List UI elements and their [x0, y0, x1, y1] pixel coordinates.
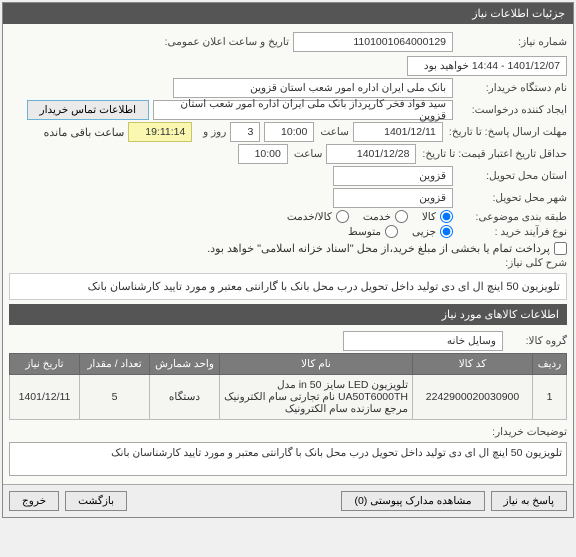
buyer-field: بانک ملی ایران اداره امور شعب استان قزوی… — [173, 78, 453, 98]
pub-label: تاریخ و ساعت اعلان عمومی: — [139, 36, 289, 48]
category-label: طبقه بندی موضوعی: — [457, 211, 567, 223]
time-label-2: ساعت — [292, 148, 323, 160]
contact-buyer-button[interactable]: اطلاعات تماس خریدار — [27, 100, 149, 120]
deadline-time-field: 10:00 — [264, 122, 314, 142]
col-unit: واحد شمارش — [150, 354, 220, 375]
category-radios: کالا خدمت کالا/خدمت — [287, 210, 453, 223]
city-label: شهر محل تحویل: — [457, 192, 567, 204]
cell-name: تلویزیون LED سایز in 50 مدل UA50T6000TH … — [220, 375, 413, 420]
loc-field: قزوین — [333, 166, 453, 186]
panel-title: جزئیات اطلاعات نیاز — [3, 3, 573, 24]
radio-medium[interactable]: متوسط — [348, 225, 398, 238]
goods-section-title: اطلاعات کالاهای مورد نیاز — [9, 304, 567, 325]
col-row: ردیف — [533, 354, 567, 375]
time-label-1: ساعت — [318, 126, 349, 138]
deadline-label: مهلت ارسال پاسخ: تا تاریخ: — [447, 126, 567, 138]
cell-n: 1 — [533, 375, 567, 420]
col-code: کد کالا — [413, 354, 533, 375]
valid-label: حداقل تاریخ اعتبار قیمت: تا تاریخ: — [420, 148, 567, 160]
buyer-notes-box: تلویزیون 50 اینچ ال ای دی تولید داخل تحو… — [9, 442, 567, 476]
table-row[interactable]: 1 2242900020030900 تلویزیون LED سایز in … — [10, 375, 567, 420]
group-field: وسایل خانه — [343, 331, 503, 351]
items-table: ردیف کد کالا نام کالا واحد شمارش تعداد /… — [9, 353, 567, 420]
req-no-label: شماره نیاز: — [457, 36, 567, 48]
loc-label: استان محل تحویل: — [457, 170, 567, 182]
cell-code: 2242900020030900 — [413, 375, 533, 420]
radio-partial[interactable]: جزیی — [412, 225, 453, 238]
remaining-label: ساعت باقی مانده — [44, 126, 125, 139]
back-button[interactable]: بازگشت — [65, 491, 127, 511]
exit-button[interactable]: خروج — [9, 491, 59, 511]
group-label: گروه کالا: — [507, 335, 567, 347]
buytype-radios: جزیی متوسط — [348, 225, 453, 238]
creator-label: ایجاد کننده درخواست: — [457, 104, 567, 116]
buyer-notes-label: توضیحات خریدار: — [457, 426, 567, 438]
days-field: 3 — [230, 122, 260, 142]
req-no-field: 1101001064000129 — [293, 32, 453, 52]
footer-bar: پاسخ به نیاز مشاهده مدارک پیوستی (0) باز… — [3, 484, 573, 517]
buy-note-checkbox[interactable]: پرداخت تمام یا بخشی از مبلغ خرید،از محل … — [207, 242, 567, 255]
radio-service[interactable]: خدمت — [363, 210, 408, 223]
buyer-label: نام دستگاه خریدار: — [457, 82, 567, 94]
col-name: نام کالا — [220, 354, 413, 375]
col-qty: تعداد / مقدار — [80, 354, 150, 375]
valid-date-field: 1401/12/28 — [326, 144, 416, 164]
buytype-label: نوع فرآیند خرید : — [457, 226, 567, 238]
days-label: روز و — [196, 126, 226, 138]
deadline-date-field: 1401/12/11 — [353, 122, 443, 142]
desc-label: شرح کلی نیاز: — [457, 257, 567, 269]
reply-button[interactable]: پاسخ به نیاز — [491, 491, 567, 511]
cell-qty: 5 — [80, 375, 150, 420]
need-details-panel: جزئیات اطلاعات نیاز شماره نیاز: 11010010… — [2, 2, 574, 518]
desc-box: تلویزیون 50 اینچ ال ای دی تولید داخل تحو… — [9, 273, 567, 300]
remaining-time-field: 19:11:14 — [128, 122, 192, 142]
valid-time-field: 10:00 — [238, 144, 288, 164]
pub-field: 1401/12/07 - 14:44 خواهید بود — [407, 56, 567, 76]
radio-both[interactable]: کالا/خدمت — [287, 210, 349, 223]
creator-field: سید فواد فخر کارپرداز بانک ملی ایران ادا… — [153, 100, 453, 120]
attachments-button[interactable]: مشاهده مدارک پیوستی (0) — [341, 491, 484, 511]
city-field: قزوین — [333, 188, 453, 208]
col-date: تاریخ نیاز — [10, 354, 80, 375]
cell-unit: دستگاه — [150, 375, 220, 420]
form-body: شماره نیاز: 1101001064000129 تاریخ و ساع… — [3, 24, 573, 484]
radio-goods[interactable]: کالا — [422, 210, 453, 223]
cell-date: 1401/12/11 — [10, 375, 80, 420]
